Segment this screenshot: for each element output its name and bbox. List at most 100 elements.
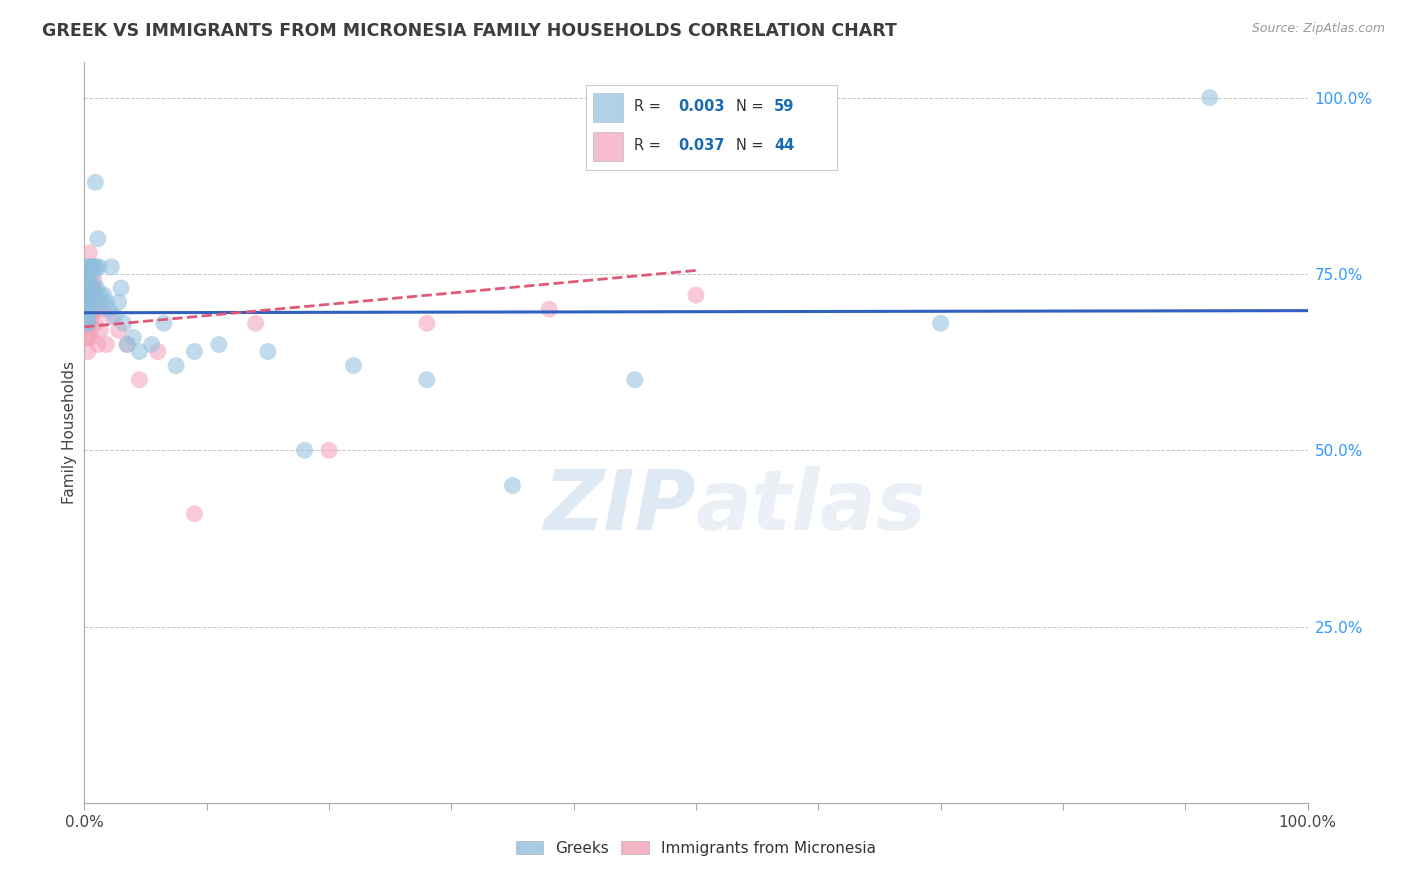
Point <box>83 295 105 310</box>
Point <box>82 267 104 281</box>
Text: GREEK VS IMMIGRANTS FROM MICRONESIA FAMILY HOUSEHOLDS CORRELATION CHART: GREEK VS IMMIGRANTS FROM MICRONESIA FAMI… <box>42 22 897 40</box>
Point <box>97 302 120 317</box>
Point <box>416 316 439 330</box>
Point <box>89 323 111 337</box>
Point <box>110 281 132 295</box>
Point <box>146 344 169 359</box>
Point <box>416 373 439 387</box>
Point <box>183 507 205 521</box>
Point <box>77 288 100 302</box>
Point <box>79 281 101 295</box>
Point <box>107 323 129 337</box>
Point <box>77 302 100 317</box>
Point <box>76 302 98 317</box>
Point <box>77 316 100 330</box>
Point <box>342 359 364 373</box>
Legend: Greeks, Immigrants from Micronesia: Greeks, Immigrants from Micronesia <box>509 835 883 862</box>
Point <box>82 302 104 317</box>
Point <box>77 295 100 310</box>
Point <box>79 260 101 274</box>
Point <box>90 295 112 310</box>
Point <box>77 316 100 330</box>
Point <box>83 260 105 274</box>
Point <box>87 232 110 246</box>
Point <box>1198 91 1220 105</box>
Point <box>84 295 107 310</box>
Point <box>93 288 115 302</box>
Point <box>128 344 150 359</box>
Text: atlas: atlas <box>696 467 927 547</box>
Point <box>79 316 101 330</box>
Point <box>76 316 98 330</box>
Point <box>75 302 97 317</box>
Point <box>107 295 129 310</box>
Text: ZIP: ZIP <box>543 467 696 547</box>
Point <box>86 302 108 317</box>
Point <box>75 288 97 302</box>
Point <box>122 330 145 344</box>
Point <box>77 245 100 260</box>
Point <box>624 373 647 387</box>
Point <box>83 274 105 288</box>
Point <box>91 302 114 317</box>
Point <box>100 310 122 324</box>
Point <box>76 288 98 302</box>
Text: Source: ZipAtlas.com: Source: ZipAtlas.com <box>1251 22 1385 36</box>
Point <box>75 274 97 288</box>
Point <box>112 316 135 330</box>
Point <box>84 316 107 330</box>
Point <box>87 337 110 351</box>
Point <box>77 288 100 302</box>
Point <box>89 288 111 302</box>
Point <box>76 302 98 317</box>
Point <box>77 302 100 317</box>
Point <box>76 330 98 344</box>
Point <box>77 344 100 359</box>
Point <box>77 267 100 281</box>
Point <box>77 316 100 330</box>
Point <box>80 288 103 302</box>
Point <box>79 302 101 317</box>
Point <box>77 267 100 281</box>
Point <box>76 260 98 274</box>
Point <box>208 337 231 351</box>
Point <box>245 316 267 330</box>
Point <box>84 175 107 189</box>
Point <box>82 281 104 295</box>
Point <box>115 337 138 351</box>
Point <box>80 260 103 274</box>
Point <box>77 330 100 344</box>
Point <box>87 260 110 274</box>
Y-axis label: Family Households: Family Households <box>62 361 77 504</box>
Point <box>86 260 108 274</box>
Point <box>929 316 952 330</box>
Point <box>77 260 100 274</box>
Point <box>76 274 98 288</box>
Point <box>318 443 340 458</box>
Point <box>685 288 707 302</box>
Point <box>96 295 118 310</box>
Point <box>77 288 100 302</box>
Point <box>183 344 205 359</box>
Point <box>75 310 97 324</box>
Point <box>80 310 103 324</box>
Point <box>153 316 176 330</box>
Point <box>538 302 561 317</box>
Point <box>80 330 103 344</box>
Point <box>104 310 127 324</box>
Point <box>79 288 101 302</box>
Point <box>76 316 98 330</box>
Point <box>165 359 187 373</box>
Point <box>80 295 103 310</box>
Point <box>86 281 108 295</box>
Point <box>141 337 163 351</box>
Point <box>82 288 104 302</box>
Point <box>77 288 100 302</box>
Point <box>79 288 101 302</box>
Point <box>96 337 118 351</box>
Point <box>79 302 101 317</box>
Point <box>128 373 150 387</box>
Point <box>75 295 97 310</box>
Point <box>77 274 100 288</box>
Point <box>257 344 280 359</box>
